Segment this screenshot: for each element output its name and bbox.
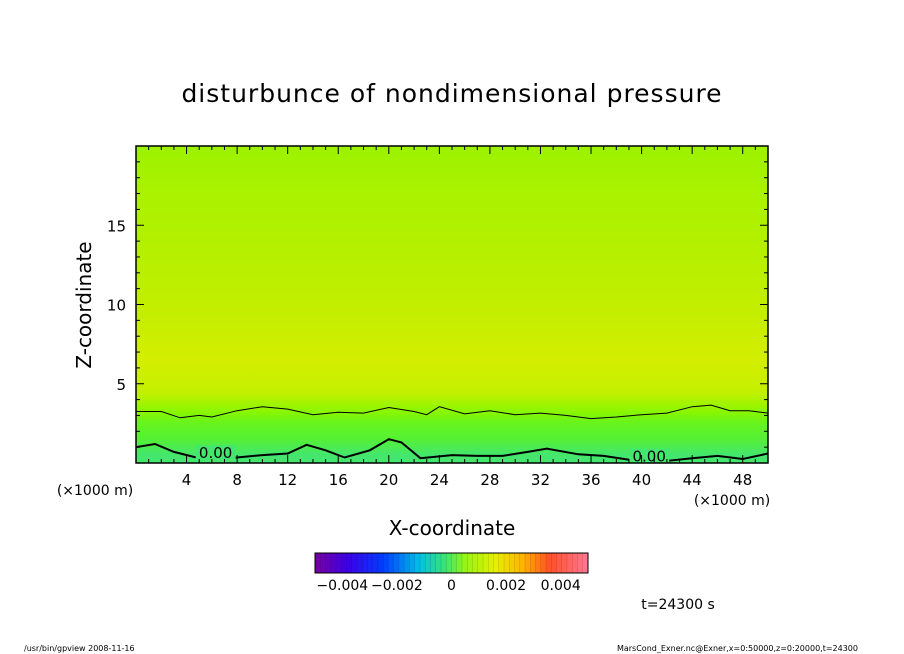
colorbar-swatch xyxy=(572,553,578,573)
colorbar-swatch xyxy=(483,553,489,573)
contour-line-upper xyxy=(136,404,768,420)
x-tick-label: 12 xyxy=(278,471,297,489)
colorbar-swatch xyxy=(456,553,463,573)
colorbar-swatch xyxy=(472,553,479,573)
field-fill xyxy=(136,146,768,463)
colorbar-swatch xyxy=(399,553,405,573)
colorbar-swatch xyxy=(383,553,389,573)
colorbar-swatch xyxy=(351,553,358,573)
colorbar-swatch xyxy=(514,553,521,573)
colorbar-swatch xyxy=(493,553,500,573)
colorbar-swatch xyxy=(504,553,510,573)
x-tick-label: 32 xyxy=(531,471,550,489)
colorbar-swatch xyxy=(320,553,326,573)
colorbar-tick-label: −0.004 xyxy=(316,578,368,594)
colorbar-swatch xyxy=(388,553,395,573)
colorbar-swatch xyxy=(425,553,431,573)
x-tick-label: 36 xyxy=(581,471,600,489)
x-tick-label: 28 xyxy=(480,471,499,489)
colorbar-swatches xyxy=(314,553,589,573)
colorbar-swatch xyxy=(519,553,526,573)
contour-label-bg xyxy=(629,448,670,463)
footer-right: MarsCond_Exner.nc@Exner,x=0:50000,z=0:20… xyxy=(617,644,858,653)
colorbar-swatch xyxy=(477,553,484,573)
colorbar-swatch xyxy=(582,553,589,573)
colorbar-swatch xyxy=(446,553,452,573)
colorbar-swatch xyxy=(372,553,379,573)
colorbar-swatch xyxy=(509,553,515,573)
colorbar-swatch xyxy=(420,553,426,573)
y-tick-label: 15 xyxy=(107,217,126,235)
colorbar-swatch xyxy=(561,553,568,573)
colorbar-swatch xyxy=(488,553,494,573)
colorbar-swatch xyxy=(404,553,410,573)
colorbar-swatch xyxy=(441,553,447,573)
colorbar-swatch xyxy=(362,553,368,573)
x-tick-label: 16 xyxy=(329,471,348,489)
colorbar-swatch xyxy=(341,553,347,573)
colorbar-swatch xyxy=(467,553,473,573)
colorbar-swatch xyxy=(546,553,552,573)
colorbar-swatch xyxy=(336,553,342,573)
contour-label: 0.00 xyxy=(632,447,665,465)
time-label: t=24300 s xyxy=(641,597,715,613)
y-tick-label: 10 xyxy=(107,297,126,315)
colorbar-swatch xyxy=(435,553,442,573)
colorbar-tick-label: −0.002 xyxy=(371,578,423,594)
y-unit-label: (×1000 m) xyxy=(57,483,133,499)
colorbar-swatch xyxy=(540,553,547,573)
colorbar-swatch xyxy=(409,553,416,573)
colorbar-tick-labels: −0.004 −0.002 0 0.002 0.004 xyxy=(316,578,580,594)
x-axis-label: X-coordinate xyxy=(389,516,516,540)
x-tick-label: 20 xyxy=(379,471,398,489)
colorbar-swatch xyxy=(357,553,363,573)
colorbar-swatch xyxy=(378,553,384,573)
x-tick-label: 40 xyxy=(632,471,651,489)
contour-label: 0.00 xyxy=(199,444,232,462)
colorbar-swatch xyxy=(393,553,400,573)
chart-title: disturbunce of nondimensional pressure xyxy=(181,79,722,108)
colorbar-tick-label: 0.004 xyxy=(541,578,581,594)
colorbar-swatch xyxy=(535,553,542,573)
y-axis-label: Z-coordinate xyxy=(72,241,96,368)
footer-left: /usr/bin/gpview 2008-11-16 xyxy=(24,644,135,653)
colorbar-swatch xyxy=(556,553,563,573)
y-tick-label: 5 xyxy=(116,376,126,394)
x-tick-label: 8 xyxy=(232,471,242,489)
x-tick-label: 44 xyxy=(683,471,702,489)
colorbar-tick-label: 0.002 xyxy=(486,578,526,594)
colorbar-swatch xyxy=(325,553,332,573)
colorbar-swatch xyxy=(315,553,321,573)
colorbar-swatch xyxy=(525,553,531,573)
colorbar-swatch xyxy=(414,553,421,573)
x-unit-label: (×1000 m) xyxy=(694,493,770,509)
colorbar-swatch xyxy=(567,553,573,573)
contour-label-bg xyxy=(195,445,236,461)
colorbar-swatch xyxy=(577,553,584,573)
colorbar-swatch xyxy=(430,553,437,573)
colorbar-swatch xyxy=(530,553,536,573)
colorbar: −0.004 −0.002 0 0.002 0.004 xyxy=(314,552,589,594)
colorbar-swatch xyxy=(498,553,505,573)
colorbar-swatch xyxy=(346,553,353,573)
colorbar-swatch xyxy=(330,553,337,573)
colorbar-frame xyxy=(314,552,589,574)
x-tick-label: 4 xyxy=(182,471,192,489)
colorbar-tick-label: 0 xyxy=(447,578,456,594)
colorbar-swatch xyxy=(367,553,374,573)
x-tick-label: 24 xyxy=(430,471,449,489)
colorbar-swatch xyxy=(462,553,468,573)
x-tick-label: 48 xyxy=(733,471,752,489)
colorbar-swatch xyxy=(451,553,458,573)
contour-lines: 0.00 0.00 xyxy=(136,404,768,465)
colorbar-swatch xyxy=(551,553,557,573)
